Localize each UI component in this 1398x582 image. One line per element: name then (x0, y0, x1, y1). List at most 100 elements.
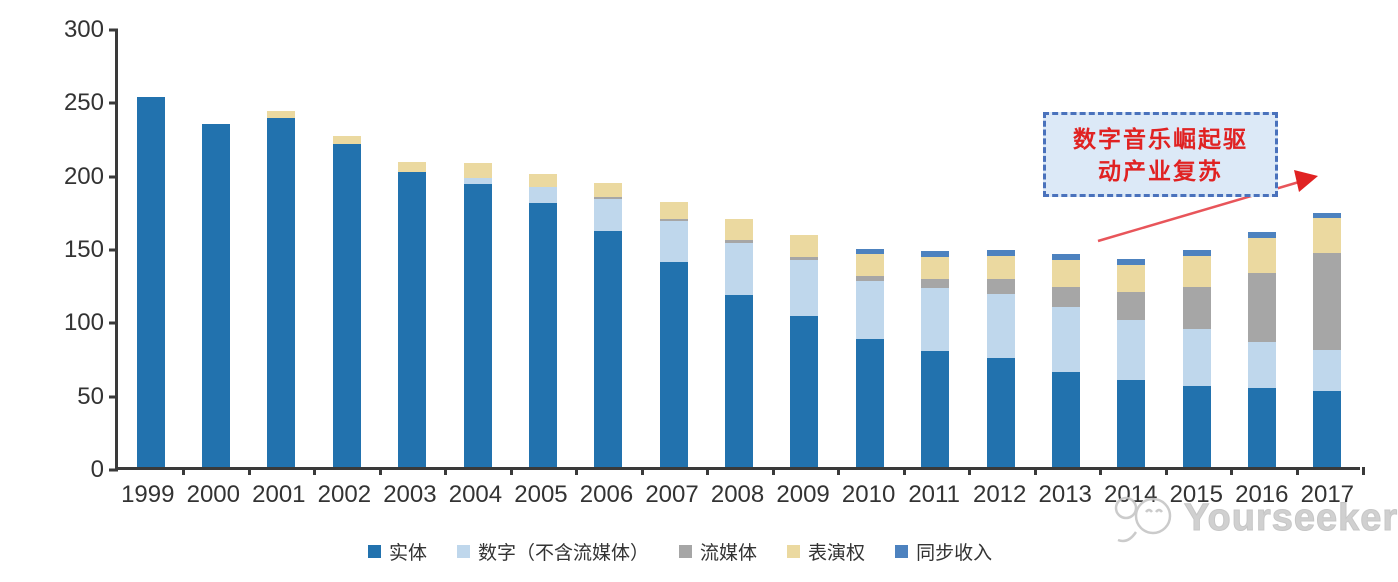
bar-segment[interactable] (659, 220, 688, 262)
bar-segment[interactable] (332, 135, 361, 145)
bar-segment[interactable] (594, 182, 623, 198)
bar-segment[interactable] (725, 242, 754, 296)
x-axis-label-2010: 2010 (841, 481, 896, 508)
bar-segment[interactable] (921, 257, 950, 280)
bar-segment[interactable] (398, 172, 427, 467)
bar-segment[interactable] (986, 279, 1015, 294)
bar-stack-1999[interactable] (136, 97, 165, 467)
bar-segment[interactable] (1182, 255, 1211, 287)
bar-segment[interactable] (1051, 371, 1080, 467)
legend-item[interactable]: 同步收入 (895, 538, 992, 565)
bar-segment[interactable] (528, 186, 557, 203)
bar-segment[interactable] (725, 295, 754, 467)
bar-segment[interactable] (1313, 390, 1342, 467)
bar-segment[interactable] (267, 117, 296, 467)
bar-segment[interactable] (463, 178, 492, 184)
bar-segment[interactable] (332, 144, 361, 467)
bar-stack-2011[interactable] (921, 251, 950, 467)
bar-segment[interactable] (528, 173, 557, 187)
bar-segment[interactable] (202, 123, 231, 467)
bar-stack-2016[interactable] (1248, 232, 1277, 467)
bar-segment[interactable] (986, 255, 1015, 280)
legend-item[interactable]: 实体 (368, 538, 427, 565)
bar-segment[interactable] (594, 197, 623, 199)
bar-stack-2012[interactable] (986, 249, 1015, 467)
bar-segment[interactable] (790, 257, 819, 261)
bar-segment[interactable] (790, 260, 819, 316)
bar-segment[interactable] (725, 219, 754, 240)
y-tick-mark (109, 321, 118, 325)
legend-item[interactable]: 表演权 (787, 538, 865, 565)
bar-segment[interactable] (855, 254, 884, 277)
bar-segment[interactable] (594, 198, 623, 231)
bar-stack-2000[interactable] (202, 123, 231, 467)
bar-segment[interactable] (1117, 292, 1146, 321)
bar-segment[interactable] (1117, 380, 1146, 467)
bar-segment[interactable] (855, 276, 884, 281)
bar-segment[interactable] (921, 288, 950, 352)
bar-segment[interactable] (986, 358, 1015, 467)
bar-segment[interactable] (1182, 286, 1211, 330)
bar-segment[interactable] (1248, 273, 1277, 343)
bar-segment[interactable] (1248, 387, 1277, 467)
bar-segment[interactable] (398, 161, 427, 173)
bar-segment[interactable] (463, 183, 492, 467)
bar-segment[interactable] (790, 315, 819, 467)
bar-stack-2009[interactable] (790, 235, 819, 467)
bar-segment[interactable] (136, 97, 165, 467)
bar-segment[interactable] (1182, 386, 1211, 467)
bar-segment[interactable] (1051, 307, 1080, 372)
bar-segment[interactable] (1051, 260, 1080, 287)
bar-segment[interactable] (921, 279, 950, 289)
bar-segment[interactable] (463, 163, 492, 179)
bar-segment[interactable] (1117, 320, 1146, 381)
bar-stack-2013[interactable] (1051, 254, 1080, 467)
bar-stack-2008[interactable] (725, 219, 754, 467)
bar-stack-2002[interactable] (332, 135, 361, 467)
bar-stack-2004[interactable] (463, 163, 492, 467)
bar-segment[interactable] (1313, 217, 1342, 253)
y-tick-mark (109, 248, 118, 252)
bar-stack-2001[interactable] (267, 110, 296, 467)
legend-item[interactable]: 流媒体 (679, 538, 757, 565)
bar-segment[interactable] (659, 219, 688, 221)
bar-segment[interactable] (528, 203, 557, 467)
bar-stack-2005[interactable] (528, 173, 557, 467)
bar-segment[interactable] (1248, 238, 1277, 274)
bar-segment[interactable] (986, 249, 1015, 256)
bar-segment[interactable] (267, 110, 296, 118)
legend-label: 实体 (389, 543, 428, 564)
bar-segment[interactable] (790, 235, 819, 258)
bar-segment[interactable] (659, 261, 688, 467)
bar-segment[interactable] (921, 351, 950, 467)
bar-segment[interactable] (1313, 349, 1342, 391)
bar-segment[interactable] (1182, 329, 1211, 387)
bar-stack-2017[interactable] (1313, 213, 1342, 467)
bar-segment[interactable] (1117, 258, 1146, 265)
bar-stack-2003[interactable] (398, 161, 427, 467)
bar-segment[interactable] (1248, 342, 1277, 388)
bar-segment[interactable] (986, 293, 1015, 359)
bar-segment[interactable] (855, 280, 884, 340)
bar-segment[interactable] (594, 230, 623, 467)
bar-stack-2010[interactable] (855, 248, 884, 467)
bar-stack-2007[interactable] (659, 201, 688, 467)
bar-column-2013 (1033, 30, 1098, 467)
bar-segment[interactable] (1117, 264, 1146, 293)
bar-segment[interactable] (921, 251, 950, 258)
legend-item[interactable]: 数字（不含流媒体） (457, 538, 649, 565)
x-axis-label-1999: 1999 (121, 481, 175, 508)
bar-segment[interactable] (1051, 286, 1080, 308)
bar-segment[interactable] (855, 248, 884, 255)
bar-segment[interactable] (855, 339, 884, 467)
bar-segment[interactable] (1182, 249, 1211, 256)
bar-segment[interactable] (1051, 254, 1080, 261)
bar-stack-2006[interactable] (594, 182, 623, 467)
bar-stack-2014[interactable] (1117, 258, 1146, 467)
y-tick-label: 50 (77, 382, 104, 410)
bar-segment[interactable] (659, 201, 688, 220)
bar-segment[interactable] (1313, 213, 1342, 218)
bar-stack-2015[interactable] (1182, 249, 1211, 467)
bar-segment[interactable] (725, 239, 754, 243)
bar-segment[interactable] (1313, 252, 1342, 350)
